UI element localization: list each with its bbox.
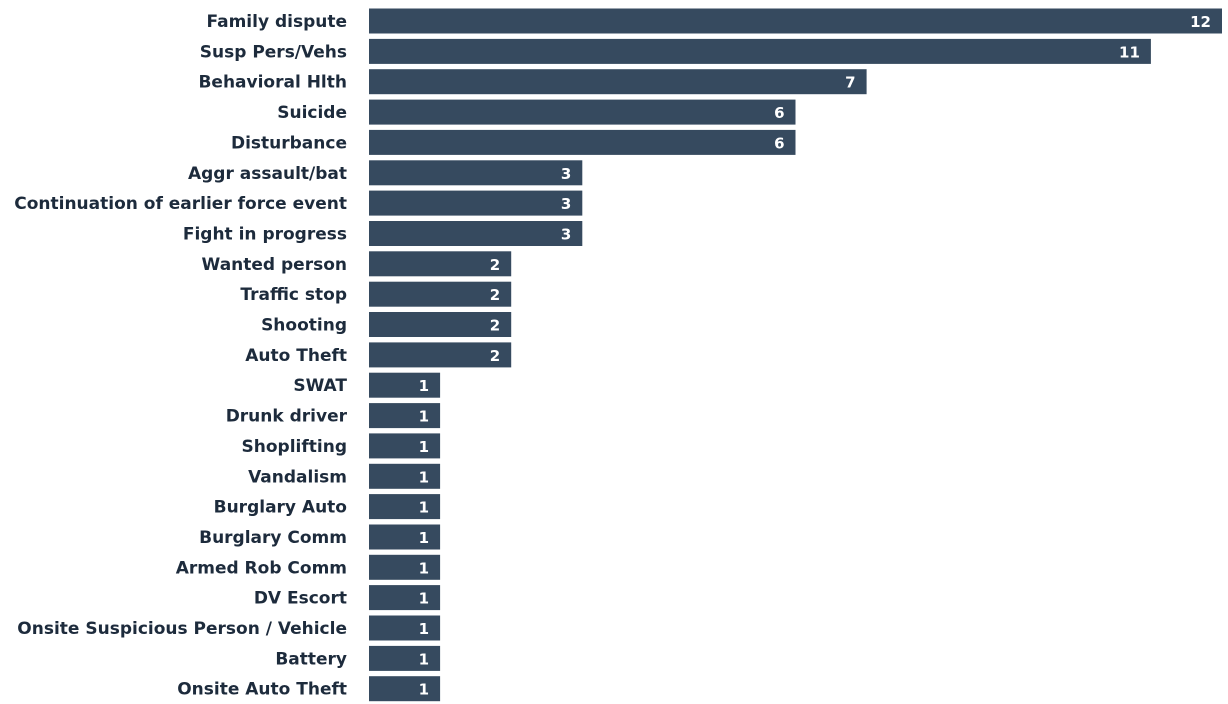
bar-fight-in-progress	[369, 221, 583, 246]
value-label-vandalism: 1	[419, 468, 429, 486]
category-label-wanted-person: Wanted person	[202, 255, 347, 275]
bar-auto-theft	[369, 342, 512, 368]
bar-suicide	[369, 99, 796, 125]
bar-family-dispute	[369, 8, 1222, 34]
value-label-burglary-comm: 1	[419, 529, 429, 547]
value-label-onsite-suspicious-person-vehicle: 1	[419, 620, 429, 638]
bar-traffic-stop	[369, 281, 512, 307]
category-label-armed-rob-comm: Armed Rob Comm	[176, 558, 347, 578]
value-label-family-dispute: 12	[1190, 13, 1211, 31]
value-label-shooting: 2	[490, 317, 500, 335]
category-label-susp-pers-vehs: Susp Pers/Vehs	[200, 42, 347, 62]
bar-continuation-of-earlier-force-event	[369, 190, 583, 216]
category-label-battery: Battery	[275, 649, 347, 669]
category-label-burglary-comm: Burglary Comm	[199, 528, 347, 548]
category-label-onsite-suspicious-person-vehicle: Onsite Suspicious Person / Vehicle	[17, 619, 347, 639]
bar-onsite-suspicious-person-vehicle	[369, 615, 441, 641]
bar-disturbance	[369, 129, 796, 155]
category-label-family-dispute: Family dispute	[207, 12, 348, 32]
category-label-traffic-stop: Traffic stop	[240, 285, 347, 305]
category-label-behavioral-hlth: Behavioral Hlth	[198, 73, 347, 93]
category-label-auto-theft: Auto Theft	[245, 346, 347, 366]
category-label-shoplifting: Shoplifting	[242, 437, 347, 457]
bar-vandalism	[369, 463, 441, 489]
value-label-suicide: 6	[774, 104, 784, 122]
category-label-disturbance: Disturbance	[231, 133, 347, 153]
value-label-auto-theft: 2	[490, 347, 500, 365]
value-label-swat: 1	[419, 377, 429, 395]
value-label-wanted-person: 2	[490, 256, 500, 274]
bar-shoplifting	[369, 433, 441, 459]
category-label-continuation-of-earlier-force-event: Continuation of earlier force event	[14, 194, 347, 214]
bar-burglary-auto	[369, 494, 441, 520]
category-label-onsite-auto-theft: Onsite Auto Theft	[177, 680, 347, 700]
value-label-disturbance: 6	[774, 134, 784, 152]
value-label-drunk-driver: 1	[419, 408, 429, 426]
bar-wanted-person	[369, 251, 512, 277]
bar-susp-pers-vehs	[369, 38, 1151, 64]
category-label-swat: SWAT	[293, 376, 347, 396]
value-label-onsite-auto-theft: 1	[419, 681, 429, 699]
category-label-vandalism: Vandalism	[248, 467, 347, 487]
bar-armed-rob-comm	[369, 554, 441, 580]
bar-shooting	[369, 312, 512, 337]
category-label-aggr-assault-bat: Aggr assault/bat	[188, 164, 347, 184]
category-label-drunk-driver: Drunk driver	[226, 407, 348, 427]
bars-layer	[369, 8, 1222, 702]
category-label-suicide: Suicide	[277, 103, 347, 123]
value-label-traffic-stop: 2	[490, 286, 500, 304]
bar-burglary-comm	[369, 524, 441, 550]
bar-onsite-auto-theft	[369, 676, 441, 702]
category-label-fight-in-progress: Fight in progress	[183, 225, 347, 245]
bar-dv-escort	[369, 585, 441, 611]
bar-drunk-driver	[369, 403, 441, 429]
category-label-dv-escort: DV Escort	[254, 589, 347, 609]
category-label-burglary-auto: Burglary Auto	[214, 498, 347, 518]
value-label-aggr-assault-bat: 3	[561, 165, 571, 183]
value-label-burglary-auto: 1	[419, 499, 429, 517]
value-label-dv-escort: 1	[419, 590, 429, 608]
bar-battery	[369, 645, 441, 671]
bar-aggr-assault-bat	[369, 160, 583, 186]
value-label-armed-rob-comm: 1	[419, 559, 429, 577]
bar-swat	[369, 372, 441, 398]
bar-behavioral-hlth	[369, 69, 867, 95]
value-label-shoplifting: 1	[419, 438, 429, 456]
value-label-susp-pers-vehs: 11	[1119, 43, 1140, 61]
value-label-battery: 1	[419, 650, 429, 668]
value-label-behavioral-hlth: 7	[845, 74, 855, 92]
value-label-fight-in-progress: 3	[561, 226, 571, 244]
category-label-shooting: Shooting	[261, 316, 347, 336]
value-label-continuation-of-earlier-force-event: 3	[561, 195, 571, 213]
category-labels: Family dispute Susp Pers/Vehs Behavioral H…	[14, 12, 347, 700]
